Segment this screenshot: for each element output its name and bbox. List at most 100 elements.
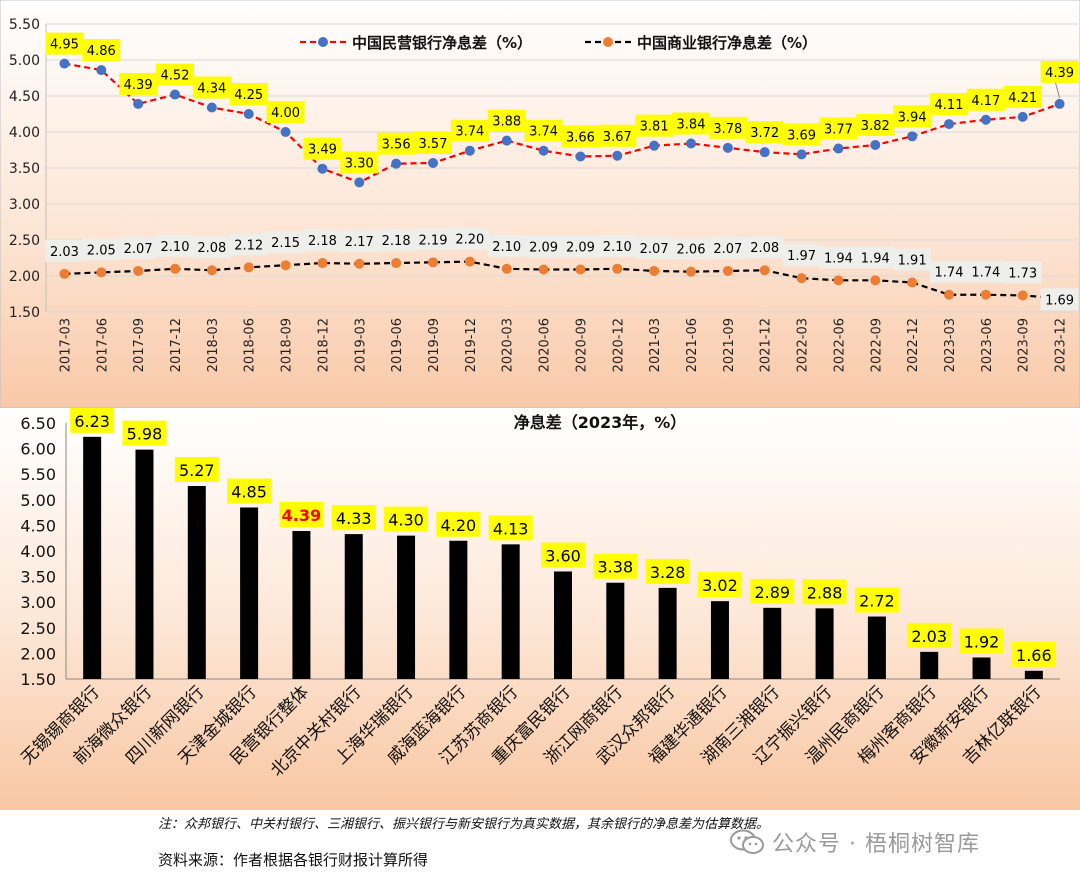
data-label: 3.02 — [702, 576, 738, 595]
x-tick-label: 2020-09 — [574, 318, 589, 372]
data-label-bg — [745, 236, 784, 259]
bar — [763, 607, 782, 679]
data-point — [501, 263, 512, 274]
bar — [867, 616, 886, 679]
data-point — [391, 158, 402, 169]
data-label-bg — [672, 112, 710, 135]
data-label-bg — [303, 137, 342, 160]
data-label: 2.07 — [124, 242, 153, 257]
bar — [292, 531, 311, 679]
data-label-bg — [802, 579, 847, 605]
x-tick-label: 2019-03 — [353, 318, 368, 372]
data-label: 2.19 — [419, 233, 448, 248]
x-tick-label: 2023-06 — [980, 318, 995, 372]
x-tick-label: 2022-09 — [869, 318, 884, 372]
data-point — [317, 258, 328, 269]
data-label: 2.72 — [859, 592, 895, 611]
series-line — [64, 260, 1060, 300]
data-label: 3.78 — [713, 122, 742, 137]
x-tick-label: 2020-03 — [501, 318, 516, 372]
data-label: 4.39 — [124, 78, 153, 93]
data-label-bg — [82, 238, 121, 261]
data-point — [907, 131, 918, 142]
data-label-bg — [384, 506, 429, 532]
data-label: 3.72 — [750, 126, 779, 141]
data-label: 1.94 — [824, 251, 853, 266]
data-label: 2.18 — [308, 234, 337, 249]
data-label-bg — [450, 227, 489, 250]
data-point — [686, 138, 696, 149]
data-point — [243, 262, 254, 273]
data-point — [317, 163, 328, 174]
data-label-bg — [488, 515, 533, 541]
data-label-bg — [645, 558, 690, 584]
data-label-bg — [782, 123, 821, 146]
data-point — [833, 275, 844, 286]
bar-chart-panel: 1.50 2.00 2.50 3.00 3.50 4.00 4.50 5.00 5.50 6.00… — [0, 408, 1080, 810]
y-tick-label: 2.50 — [20, 619, 56, 638]
data-point — [575, 151, 586, 162]
x-tick-label: 2019-12 — [464, 318, 479, 372]
data-label-bg — [377, 132, 416, 155]
y-tick-label: 3.00 — [20, 593, 56, 612]
x-tick-label: 2017-06 — [95, 318, 110, 372]
bar — [815, 608, 834, 679]
data-label: 1.92 — [964, 632, 1000, 651]
data-label: 3.66 — [566, 130, 595, 145]
y-tick-label: 5.00 — [9, 53, 40, 69]
bar — [920, 651, 939, 679]
data-label: 4.39 — [1045, 66, 1074, 81]
x-tick-label: 2018-12 — [316, 318, 331, 372]
data-label: 5.27 — [179, 461, 215, 480]
data-label-bg — [593, 553, 638, 579]
line-chart: 1.50 2.00 2.50 3.00 3.50 4.00 4.50 5.00 5.50 2017… — [0, 0, 1080, 408]
data-label-bg — [487, 109, 526, 132]
bar — [501, 544, 520, 679]
x-tick-label: 2017-09 — [132, 318, 147, 372]
y-tick-label: 1.50 — [20, 670, 56, 689]
data-label: 3.81 — [640, 120, 669, 135]
data-point — [759, 147, 770, 158]
bar — [344, 534, 363, 679]
data-label-bg — [1003, 85, 1042, 108]
bar — [1024, 670, 1043, 679]
data-label-bg — [45, 32, 84, 55]
data-point — [649, 140, 660, 151]
data-point — [538, 145, 549, 156]
y-tick-label: 5.50 — [9, 17, 40, 33]
data-label-bg — [750, 578, 795, 604]
data-label-bg — [893, 105, 932, 128]
legend-label: 中国民营银行净息差（%） — [352, 34, 532, 52]
data-label-bg — [227, 478, 272, 504]
data-point — [980, 114, 991, 125]
data-label-bg — [672, 237, 710, 260]
x-tick-label: 2023-03 — [943, 318, 958, 372]
watermark-text: 公众号 · 梧桐树智库 — [772, 832, 980, 857]
data-label-bg — [122, 420, 167, 446]
data-label: 2.18 — [382, 234, 411, 249]
bar — [187, 485, 206, 679]
data-label-bg — [266, 101, 305, 123]
data-point — [206, 102, 217, 113]
data-label-bg — [377, 229, 416, 252]
data-label: 4.17 — [971, 94, 1000, 109]
chart-title: 净息差（2023年，%） — [514, 413, 687, 432]
data-label: 2.10 — [492, 240, 521, 255]
data-point — [649, 265, 660, 276]
data-point — [428, 257, 438, 268]
data-label: 4.39 — [282, 506, 321, 525]
bar — [710, 601, 729, 679]
data-label-bg — [414, 131, 452, 154]
data-point — [354, 177, 365, 188]
x-tick-label: 2018-06 — [243, 318, 258, 372]
data-label-bg — [229, 233, 268, 256]
data-label-bg — [561, 235, 600, 258]
leader-line — [1055, 82, 1061, 99]
data-label: 3.67 — [603, 130, 632, 145]
bar-chart: 1.50 2.00 2.50 3.00 3.50 4.00 4.50 5.00 5.50 6.00… — [0, 408, 1080, 810]
x-tick-label: 2019-09 — [427, 318, 442, 372]
y-tick-label: 2.00 — [9, 269, 40, 285]
y-tick-label: 2.50 — [9, 233, 40, 249]
legend-marker — [318, 37, 328, 47]
data-label: 3.60 — [545, 546, 581, 565]
